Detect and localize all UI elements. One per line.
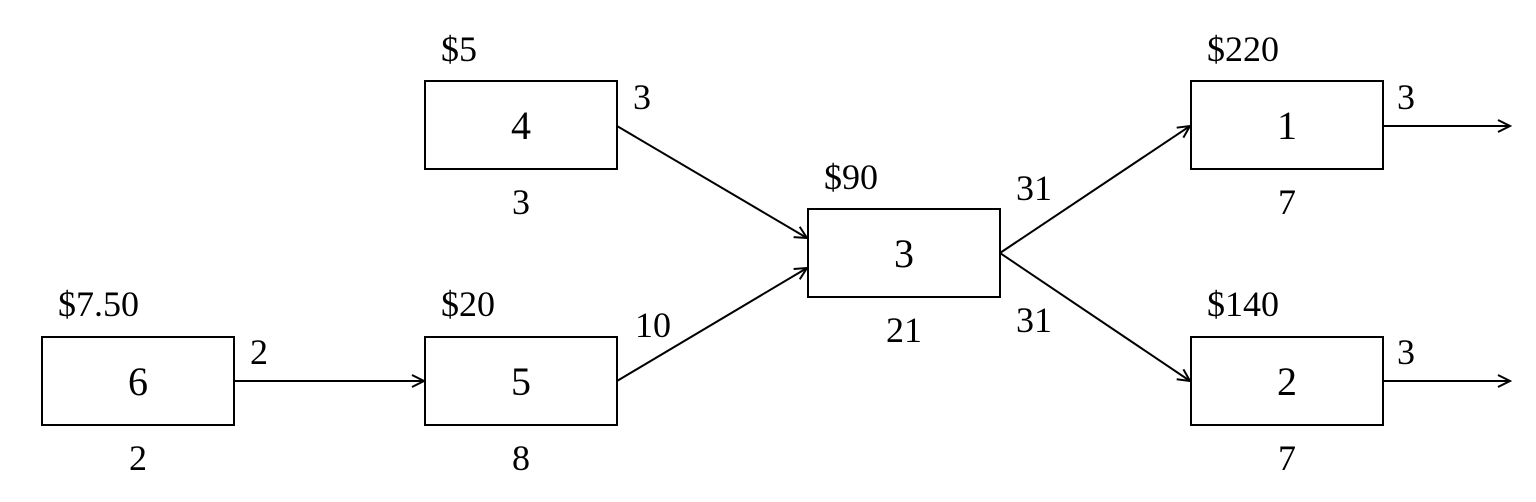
node-1-bottom-label: 7: [1278, 182, 1296, 222]
node-2: 2 $140 3 7: [1190, 284, 1415, 478]
node-6-out-label: 2: [250, 332, 268, 372]
node-3: 3 $90 31 31 21: [807, 157, 1052, 350]
node-4-box: [424, 80, 618, 170]
node-3-out-top-label: 31: [1016, 168, 1052, 208]
node-2-box: [1190, 336, 1384, 426]
node-1-box: [1190, 80, 1384, 170]
node-5-out-label: 10: [635, 305, 671, 345]
node-2-price: $140: [1207, 284, 1279, 324]
node-1: 1 $220 3 7: [1190, 29, 1415, 222]
edge-3-to-2: [999, 252, 1190, 381]
node-1-id: 1: [1277, 103, 1297, 148]
node-4-out-label: 3: [633, 77, 651, 117]
edges: [234, 126, 1510, 381]
node-4-price: $5: [441, 29, 477, 69]
node-6-box: [41, 336, 235, 426]
node-5: 5 $20 10 8: [424, 284, 671, 478]
node-3-price: $90: [824, 157, 878, 197]
node-5-id: 5: [511, 359, 531, 404]
node-6-bottom-label: 2: [129, 438, 147, 478]
node-1-out-label: 3: [1397, 77, 1415, 117]
node-5-box: [424, 336, 618, 426]
node-4-id: 4: [511, 103, 531, 148]
node-2-bottom-label: 7: [1278, 438, 1296, 478]
node-5-price: $20: [441, 284, 495, 324]
node-5-bottom-label: 8: [512, 438, 530, 478]
node-3-bottom-label: 21: [886, 310, 922, 350]
edge-4-to-3: [616, 125, 807, 238]
node-4-bottom-label: 3: [512, 182, 530, 222]
edge-5-to-3: [616, 268, 807, 382]
node-6: 6 $7.50 2 2: [41, 284, 268, 478]
node-3-box: [807, 208, 1001, 298]
node-4: 4 $5 3 3: [424, 29, 651, 222]
node-2-id: 2: [1277, 359, 1297, 404]
node-6-price: $7.50: [58, 284, 139, 324]
node-3-out-bottom-label: 31: [1016, 300, 1052, 340]
node-3-id: 3: [894, 231, 914, 276]
node-2-out-label: 3: [1397, 332, 1415, 372]
node-6-id: 6: [128, 359, 148, 404]
edge-3-to-1: [999, 126, 1190, 254]
node-1-price: $220: [1207, 29, 1279, 69]
